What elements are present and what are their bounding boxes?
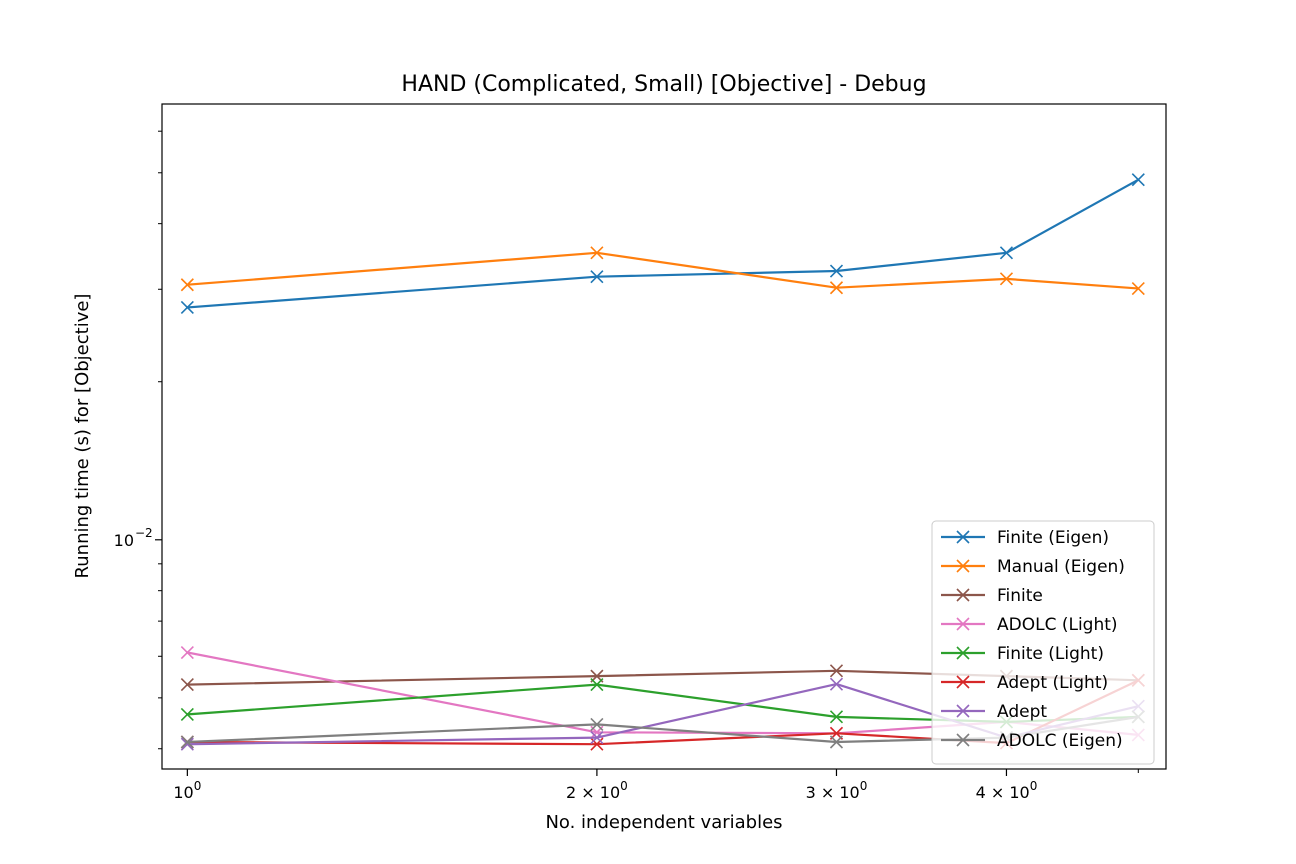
data-point-marker — [590, 731, 604, 745]
data-point-marker — [1131, 173, 1145, 187]
y-tick-label-base: 10 — [114, 531, 134, 550]
y-tick-label: 10 — [114, 531, 134, 550]
series-0 — [180, 173, 1145, 315]
legend-label: ADOLC (Light) — [997, 615, 1118, 635]
chart-title: HAND (Complicated, Small) [Objective] - … — [401, 72, 926, 97]
data-point-marker — [590, 678, 604, 692]
legend-item: Finite (Eigen) — [941, 528, 1109, 548]
data-point-marker — [829, 281, 844, 295]
data-point-marker — [1131, 281, 1145, 296]
legend-swatch-marker — [956, 530, 970, 544]
legend-swatch-marker — [956, 559, 970, 573]
legend-label: Manual (Eigen) — [997, 557, 1125, 577]
data-point-marker — [829, 264, 844, 278]
x-tick-label: 3 × 100 — [806, 779, 868, 802]
legend-label: Finite (Eigen) — [997, 528, 1109, 548]
legend-swatch-marker — [956, 646, 970, 660]
x-tick-label-base: 3 × 10 — [806, 783, 860, 802]
legend-item: Manual (Eigen) — [941, 557, 1125, 577]
data-point-marker — [590, 737, 604, 751]
x-tick-label: 2 × 100 — [566, 779, 628, 802]
data-point-marker — [829, 677, 844, 691]
x-tick-label-exponent: 0 — [1030, 779, 1038, 793]
x-tick-label: 4 × 100 — [976, 779, 1038, 802]
x-tick-label-exponent: 0 — [860, 779, 868, 793]
data-point-marker — [180, 278, 194, 292]
data-point-marker — [829, 710, 844, 724]
data-point-marker — [180, 707, 194, 721]
plot-area — [161, 103, 1167, 770]
x-tick-label-base: 10 — [173, 783, 193, 802]
legend-item: Finite (Light) — [941, 644, 1104, 664]
x-tick-label: 100 — [173, 779, 201, 802]
x-axis-label: No. independent variables — [545, 812, 782, 833]
legend-item: ADOLC (Light) — [941, 615, 1118, 635]
data-point-marker — [180, 735, 194, 749]
legend-swatch-marker — [956, 733, 970, 747]
x-tick-label-base: 2 × 10 — [566, 783, 620, 802]
legend-item: Finite — [941, 586, 1043, 606]
series-1 — [180, 246, 1145, 296]
data-point-marker — [590, 270, 604, 284]
legend-label: Finite — [997, 586, 1043, 606]
legend-box — [931, 520, 1155, 765]
legend-swatch-marker — [956, 617, 970, 631]
legend-swatch-marker — [956, 588, 970, 602]
legend-swatch-marker — [956, 704, 970, 718]
data-point-marker — [590, 246, 604, 260]
data-point-marker — [180, 645, 194, 660]
legend-label: Adept — [997, 702, 1047, 722]
legend-label: ADOLC (Eigen) — [997, 731, 1123, 751]
y-tick-label-exponent: −2 — [135, 526, 153, 540]
legend-label: Adept (Light) — [997, 673, 1108, 693]
legend: Finite (Eigen) Manual (Eigen) Finite ADOLC … — [931, 520, 1155, 765]
data-point-marker — [829, 664, 844, 678]
data-point-marker — [180, 678, 194, 692]
x-axis-ticks: 100 2 × 100 3 × 100 4 × 100 — [173, 769, 1139, 802]
data-point-marker — [590, 717, 604, 731]
data-point-marker — [999, 272, 1014, 286]
data-point-marker — [180, 300, 194, 315]
y-axis-ticks: 10 −2 — [114, 130, 162, 750]
legend-item: Adept — [941, 702, 1047, 722]
legend-item: Adept (Light) — [941, 673, 1108, 693]
x-tick-label-base: 4 × 10 — [976, 783, 1030, 802]
data-point-marker — [829, 735, 844, 749]
data-point-marker — [999, 246, 1014, 260]
legend-swatch-marker — [956, 675, 970, 689]
data-point-marker — [180, 737, 194, 751]
legend-item: ADOLC (Eigen) — [941, 731, 1123, 751]
legend-label: Finite (Light) — [997, 644, 1104, 664]
x-tick-label-exponent: 0 — [194, 779, 202, 793]
y-axis-label: Running time (s) for [Objective] — [72, 294, 93, 579]
x-tick-label-exponent: 0 — [620, 779, 628, 793]
